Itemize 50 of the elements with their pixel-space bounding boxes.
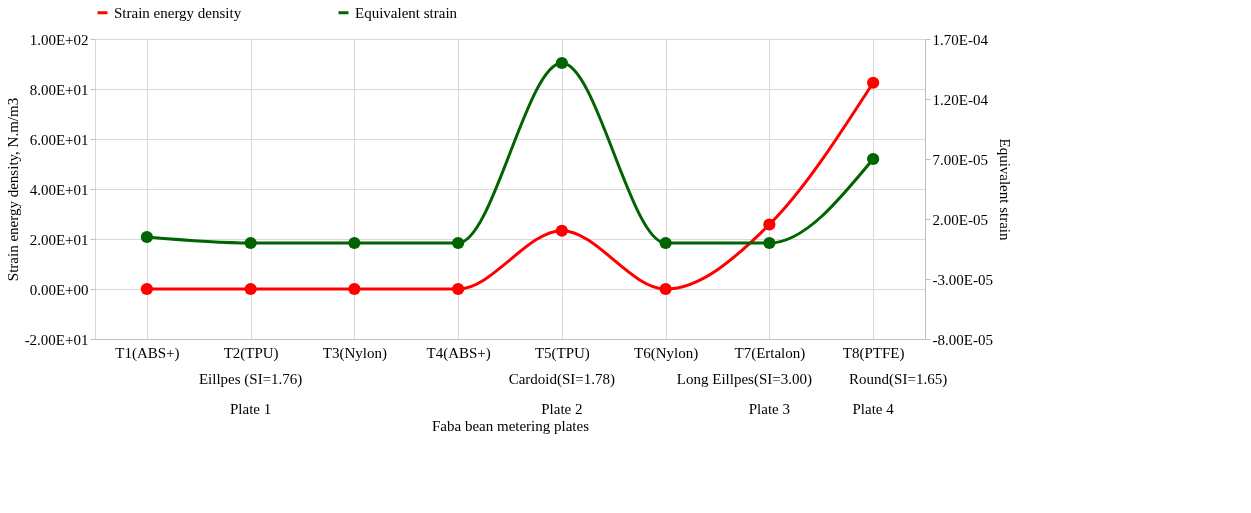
x-tick-label: T3(Nylon) (322, 344, 387, 362)
y2-tick-label: 7.00E-05 (932, 151, 988, 168)
legend-label: Strain energy density (114, 4, 242, 21)
point (659, 236, 672, 250)
y-tick-label: -2.00E+01 (24, 331, 89, 348)
text: Plate 4 (852, 401, 895, 417)
point (452, 282, 465, 296)
x-tick-label: T8(PTFE) (842, 344, 905, 362)
point (348, 282, 361, 296)
text: Plate 3 (748, 401, 790, 417)
point (867, 76, 880, 89)
point (140, 230, 153, 244)
point (244, 282, 257, 296)
y-tick-label: 0.00E+00 (29, 281, 89, 298)
point (452, 236, 465, 250)
y2-tick-label: -3.00E-05 (932, 271, 993, 288)
legend-label: Equivalent strain (355, 4, 458, 21)
x-tick-label: T7(Ertalon) (734, 344, 806, 362)
x-tick-label: T5(TPU) (534, 344, 590, 362)
y-tick-label: 1.00E+02 (29, 31, 89, 48)
text: Round(SI=1.65) (849, 371, 948, 388)
point (555, 56, 568, 70)
text: Plate 1 (230, 401, 272, 417)
x-tick-label: T2(TPU) (223, 344, 279, 362)
text: Eillpes (SI=1.76) (198, 371, 303, 388)
y2-tick-label: -8.00E-05 (932, 331, 993, 348)
y-tick-label: 8.00E+01 (29, 81, 89, 98)
point (348, 236, 361, 250)
y-tick-label: 6.00E+01 (29, 131, 89, 148)
x-tick-label: T4(ABS+) (426, 344, 491, 362)
y2-axis-title: Equivalent strain (996, 138, 1013, 242)
point (763, 218, 776, 231)
x-tick-label: T6(Nylon) (634, 344, 699, 362)
text: Long Eillpes(SI=3.00) (676, 371, 812, 388)
y2-tick-label: 1.20E-04 (932, 91, 989, 108)
y2-tick-label: 1.70E-04 (932, 31, 989, 48)
y-tick-label: 4.00E+01 (29, 181, 89, 198)
x-tick-label: T1(ABS+) (115, 344, 180, 362)
text: Cardoid(SI=1.78) (508, 371, 616, 388)
text: Plate 2 (541, 401, 583, 417)
y-axis-title: Strain energy density, N.m/m3 (4, 97, 21, 282)
point (763, 236, 776, 250)
y2-tick-label: 2.00E-05 (932, 211, 988, 228)
x-axis-title: Faba bean metering plates (431, 417, 590, 434)
y-tick-label: 2.00E+01 (29, 231, 89, 248)
point (867, 152, 880, 166)
point (555, 224, 568, 237)
point (659, 282, 672, 296)
point (140, 282, 153, 296)
point (244, 236, 257, 250)
